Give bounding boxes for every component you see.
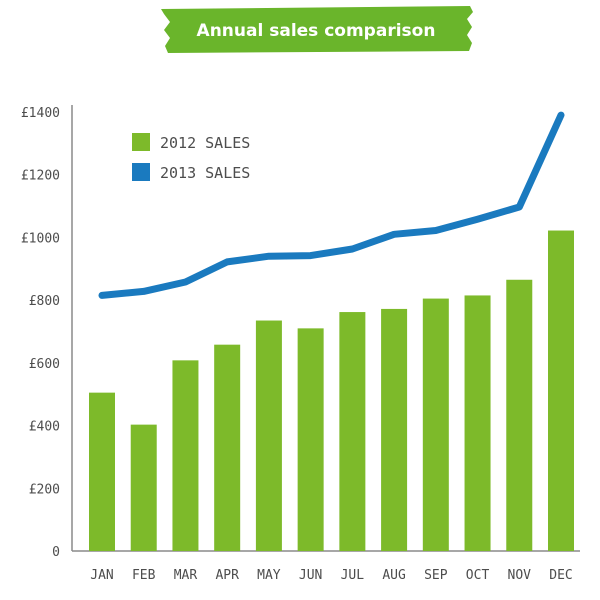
y-tick-label: £600 (29, 357, 60, 372)
y-axis-ticks: 0 £200 £400 £600 £800 £1000 £1200 £1400 (21, 106, 60, 560)
line-point-aug (393, 233, 395, 235)
y-tick-label: 0 (52, 545, 60, 560)
line-point-jul (351, 248, 353, 250)
x-tick-label: OCT (466, 568, 490, 583)
y-tick-label: £400 (29, 420, 60, 435)
bar-apr (214, 344, 241, 551)
y-tick-label: £1000 (21, 231, 60, 246)
title-banner-shape (161, 6, 473, 53)
legend: 2012 SALES 2013 SALES (132, 133, 250, 182)
legend-label-2013: 2013 SALES (160, 164, 250, 182)
line-point-mar (184, 281, 186, 283)
y-tick-label: £1200 (21, 169, 60, 184)
bar-jan (89, 392, 115, 551)
bar-jun (297, 328, 324, 551)
line-point-jan (101, 294, 103, 296)
bar-may (255, 320, 282, 551)
bar-mar (172, 360, 199, 551)
legend-swatch-2013 (132, 163, 150, 181)
line-point-sep (435, 230, 437, 232)
bar-oct (464, 295, 491, 551)
line-point-dec (560, 114, 562, 116)
x-tick-label: NOV (508, 568, 532, 583)
line-point-oct (477, 218, 479, 220)
y-tick-label: £1400 (21, 106, 60, 121)
line-point-jun (310, 255, 312, 257)
line-series-2013 (98, 111, 565, 299)
bar-aug (381, 308, 408, 551)
bar-sep (422, 298, 449, 551)
line-point-may (268, 255, 270, 257)
line-2013 (98, 111, 565, 299)
legend-swatch-2012 (132, 133, 150, 151)
x-tick-label: MAY (257, 568, 281, 583)
chart-title: Annual sales comparison (197, 21, 436, 41)
bar-jul (339, 312, 366, 551)
y-tick-label: £800 (29, 294, 60, 309)
line-point-apr (226, 261, 228, 263)
x-tick-label: MAR (174, 568, 198, 583)
x-tick-label: SEP (424, 568, 448, 583)
y-tick-label: £200 (29, 482, 60, 497)
x-tick-label: AUG (382, 568, 406, 583)
x-tick-label: JAN (90, 568, 113, 583)
bar-dec (548, 230, 574, 551)
x-tick-label: APR (215, 568, 239, 583)
x-tick-label: FEB (132, 568, 156, 583)
title-banner: Annual sales comparison (161, 6, 473, 53)
bar-feb (130, 424, 157, 551)
x-tick-label: JUL (341, 568, 365, 583)
x-axis-ticks: JAN FEB MAR APR MAY JUN JUL AUG SEP OCT NOV DEC (90, 568, 572, 583)
legend-label-2012: 2012 SALES (160, 134, 250, 152)
bar-nov (506, 279, 533, 551)
x-tick-label: JUN (299, 568, 322, 583)
line-point-nov (518, 206, 520, 208)
line-point-feb (143, 290, 145, 292)
bar-series-2012 (89, 230, 574, 551)
x-tick-label: DEC (549, 568, 572, 583)
